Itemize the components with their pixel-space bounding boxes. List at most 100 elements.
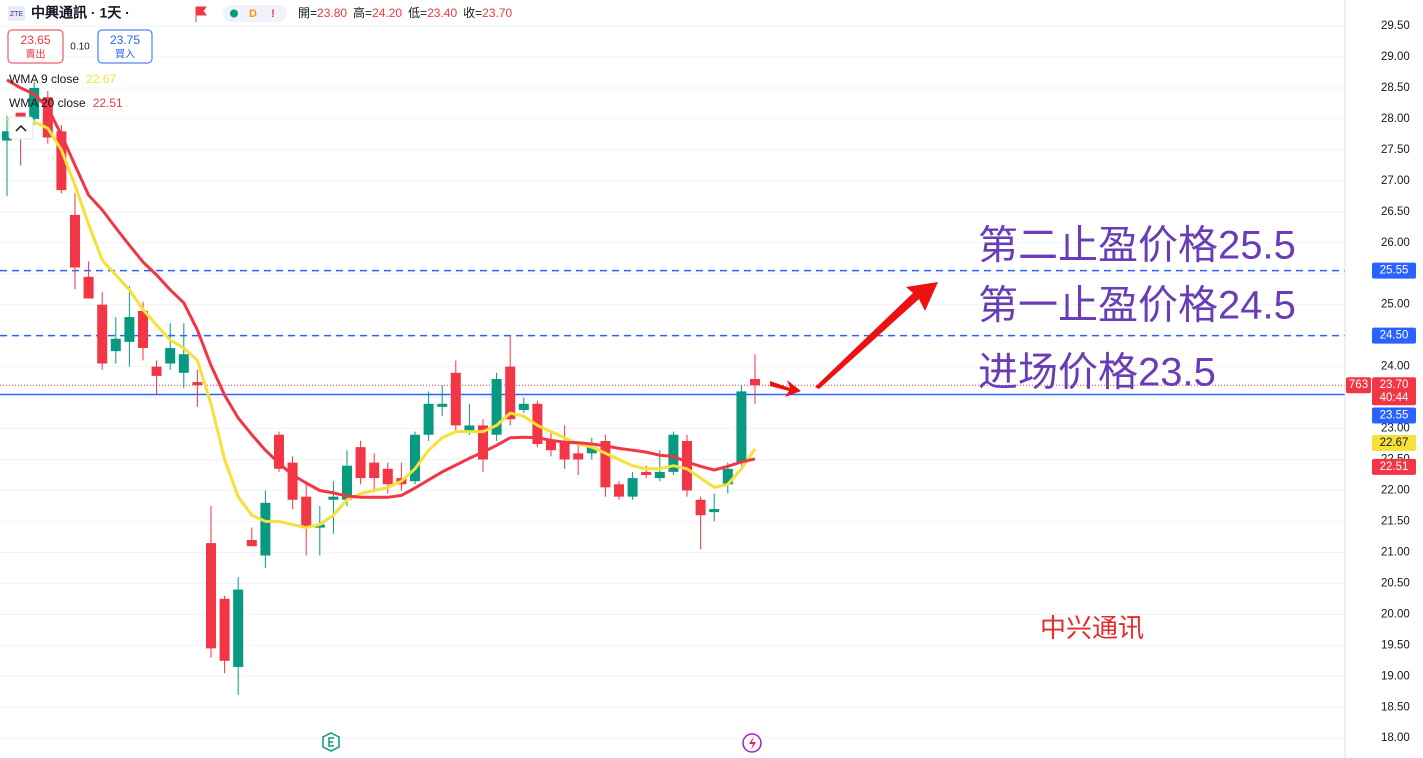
- candle-body: [206, 543, 216, 649]
- candle-body: [233, 589, 244, 667]
- status-pill[interactable]: [223, 5, 287, 22]
- candle-body: [600, 440, 611, 488]
- last-price-tag: [1372, 377, 1416, 406]
- candle-body: [301, 496, 312, 528]
- y-tick-label: 18.00: [1381, 732, 1410, 744]
- event-icons: [322, 732, 762, 753]
- buy-button[interactable]: [97, 29, 153, 64]
- candle-body: [450, 372, 461, 426]
- legend-value: 22.51: [93, 96, 123, 110]
- candle-body: [382, 468, 393, 485]
- candle-body: [29, 87, 40, 119]
- price-tag-label: 23.55: [1380, 410, 1409, 422]
- candle-body: [641, 471, 652, 475]
- candle-body: [668, 434, 679, 472]
- flag[interactable]: [195, 6, 207, 22]
- y-tick-label: 19.50: [1381, 639, 1410, 651]
- y-tick-label: 29.50: [1381, 20, 1410, 32]
- candle-body: [274, 434, 284, 469]
- candle-body: [559, 440, 570, 460]
- candle-body: [627, 478, 638, 497]
- candle-body: [369, 462, 380, 479]
- trade-panel: 23.65 賣出 0.10 23.75 買入: [7, 29, 153, 64]
- y-tick-label: 20.00: [1381, 608, 1410, 620]
- candle-body: [709, 509, 720, 513]
- y-tick-label: 29.00: [1381, 51, 1410, 63]
- ohlc-value: 23.70: [482, 6, 512, 20]
- collapse-icon: [15, 124, 27, 132]
- candle-body: [219, 598, 230, 661]
- ohlc-value: 23.40: [427, 6, 457, 20]
- volume-tag: [1346, 377, 1371, 394]
- annotation: 进场价格23.5: [978, 351, 1216, 395]
- candle-body: [83, 276, 94, 299]
- y-tick-label: 27.00: [1381, 175, 1410, 187]
- collapse-button[interactable]: [8, 116, 34, 140]
- candle-body: [722, 468, 733, 485]
- annotation: 第二止盈价格25.5: [978, 224, 1296, 268]
- candle-body: [110, 338, 121, 352]
- candle-body: [355, 447, 366, 479]
- candle-body: [192, 382, 203, 386]
- y-tick-label: 27.50: [1381, 144, 1410, 156]
- price-tag: [1372, 407, 1416, 424]
- price-tag-label: 24.50: [1380, 330, 1409, 342]
- annotation: 第一止盈价格24.5: [978, 284, 1296, 328]
- arrow: [815, 282, 938, 389]
- candle-body: [314, 524, 325, 528]
- series-tag-label: 22.67: [1380, 437, 1409, 449]
- earnings-glyph: [328, 737, 334, 747]
- candle-body: [287, 462, 298, 500]
- wma-line: [6, 78, 756, 499]
- candle-body: [260, 502, 271, 556]
- candle-body: [342, 465, 352, 500]
- y-tick-label: 21.50: [1381, 515, 1410, 527]
- ohlc-value: 24.20: [372, 6, 402, 20]
- arrows: [770, 282, 938, 397]
- ohlc-label: 收=: [463, 6, 482, 20]
- price-tag-label: 25.55: [1380, 265, 1409, 277]
- sell-price: 23.65: [20, 33, 50, 47]
- spread: 0.10: [70, 42, 90, 53]
- candle-body: [682, 440, 692, 491]
- y-tick-label: 22.00: [1381, 485, 1410, 497]
- candle-body: [178, 354, 189, 373]
- candle-body: [695, 499, 706, 516]
- candle-body: [138, 310, 148, 349]
- header: ZTE 中興通訊 · 1天 · D ! 開= 23.80 高= 24.20 低= 23.4…: [8, 5, 513, 22]
- buy-price: 23.75: [110, 33, 140, 47]
- candle-body: [410, 434, 420, 482]
- candle-body: [246, 540, 257, 547]
- candle-body: [464, 425, 475, 432]
- candle-body: [478, 425, 488, 460]
- volume-label: 763: [1349, 379, 1368, 391]
- candle-body: [654, 471, 665, 479]
- y-tick-label: 18.50: [1381, 701, 1410, 713]
- news-glyph: [749, 736, 756, 750]
- candle-body: [437, 403, 448, 407]
- y-tick-label: 23.00: [1381, 423, 1410, 435]
- plot: [0, 78, 1345, 695]
- candle-body: [573, 453, 584, 460]
- ohlc-value: 23.80: [317, 6, 347, 20]
- series-tag: [1372, 434, 1416, 451]
- y-tick-label: 20.50: [1381, 577, 1410, 589]
- ohlc-label: 高=: [353, 5, 372, 20]
- arrow: [770, 380, 801, 397]
- candle-body: [151, 366, 162, 376]
- series-tag: [1372, 458, 1416, 475]
- legend-name: WMA 9 close: [9, 72, 79, 86]
- candle-body: [614, 484, 624, 497]
- series-tag-label: 22.51: [1380, 461, 1409, 473]
- countdown-label: 40:44: [1380, 392, 1409, 404]
- y-tick-label: 28.00: [1381, 113, 1410, 125]
- sell-button[interactable]: [7, 29, 64, 64]
- buy-label: 買入: [115, 49, 135, 61]
- symbol[interactable]: 中興通訊 · 1天 ·: [31, 5, 130, 21]
- candle-body: [42, 97, 53, 138]
- symbol-icon: [8, 6, 25, 21]
- candle-body: [70, 214, 80, 268]
- y-tick-label: 26.50: [1381, 206, 1410, 218]
- ohlc-label: 低=: [408, 6, 427, 20]
